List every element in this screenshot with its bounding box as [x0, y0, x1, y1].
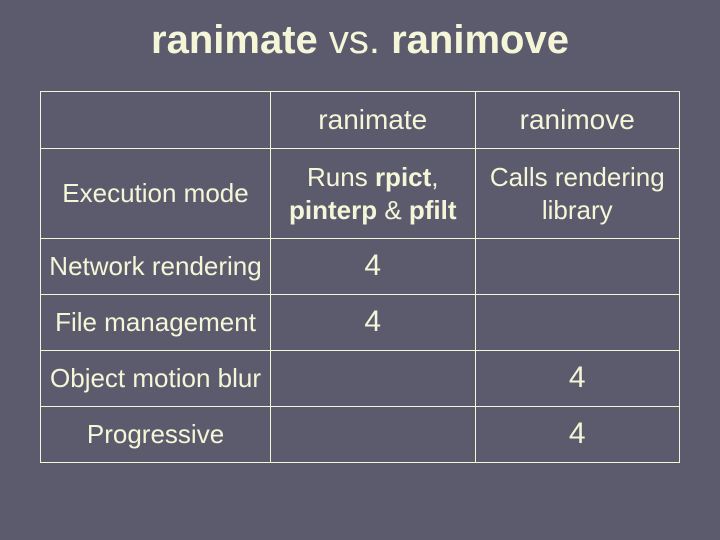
title-part-a: ranimate: [151, 18, 318, 62]
table-header-row: ranimate ranimove: [41, 92, 680, 149]
slide: ranimate vs. ranimove ranimate ranimove …: [0, 0, 720, 540]
check-icon: 4: [364, 249, 381, 282]
cell-ranimate-check: 4: [271, 295, 475, 351]
header-ranimove: ranimove: [475, 92, 680, 149]
check-icon: 4: [569, 361, 586, 394]
cell-ranimove-empty: [475, 295, 680, 351]
title-part-b: ranimove: [391, 18, 569, 62]
table-row: Execution mode Runs rpict, pinterp & pfi…: [41, 149, 680, 239]
check-icon: 4: [364, 305, 381, 338]
row-label: Network rendering: [41, 239, 271, 295]
table-row: File management 4: [41, 295, 680, 351]
header-blank: [41, 92, 271, 149]
cell-ranimate-check: 4: [271, 239, 475, 295]
row-label: File management: [41, 295, 271, 351]
table-row: Network rendering 4: [41, 239, 680, 295]
table-row: Progressive 4: [41, 407, 680, 463]
row-label: Progressive: [41, 407, 271, 463]
cell-ranimove-check: 4: [475, 351, 680, 407]
cell-ranimove-exec: Calls rendering library: [475, 149, 680, 239]
cell-ranimate-exec: Runs rpict, pinterp & pfilt: [271, 149, 475, 239]
cell-ranimate-empty: [271, 407, 475, 463]
cell-ranimove-empty: [475, 239, 680, 295]
table-row: Object motion blur 4: [41, 351, 680, 407]
cell-ranimove-check: 4: [475, 407, 680, 463]
title-part-vs: vs.: [318, 18, 391, 62]
header-ranimate: ranimate: [271, 92, 475, 149]
row-label: Execution mode: [41, 149, 271, 239]
cell-ranimate-empty: [271, 351, 475, 407]
row-label: Object motion blur: [41, 351, 271, 407]
check-icon: 4: [569, 417, 586, 450]
slide-title: ranimate vs. ranimove: [40, 18, 680, 63]
comparison-table: ranimate ranimove Execution mode Runs rp…: [40, 91, 680, 463]
